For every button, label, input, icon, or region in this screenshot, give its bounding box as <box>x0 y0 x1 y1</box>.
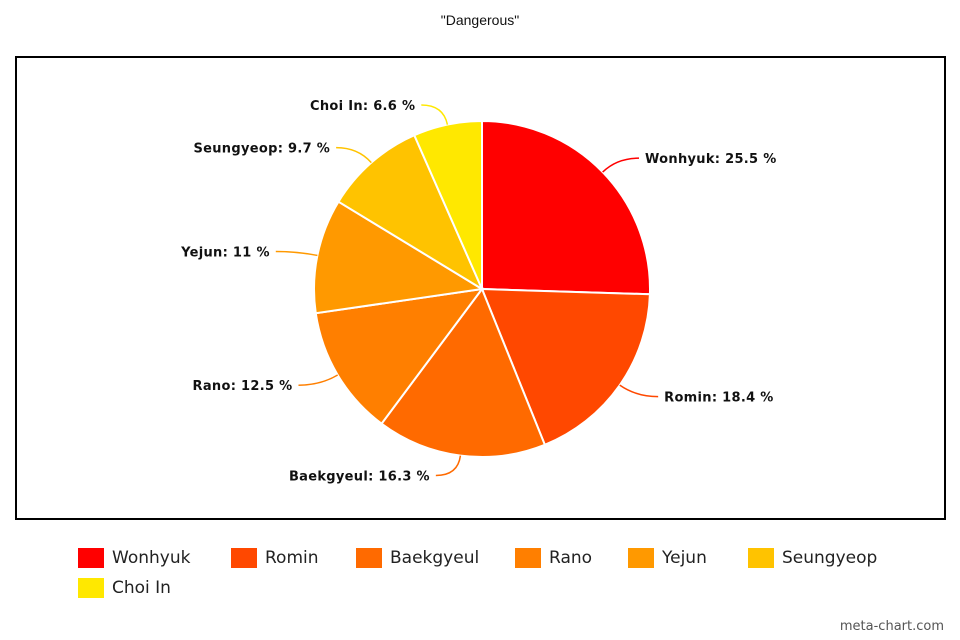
slice-label-yejun: Yejun: 11 % <box>180 245 270 260</box>
pie-slice-rano <box>314 287 485 426</box>
legend-label: Yejun <box>662 548 707 568</box>
leader-line-wonhyuk <box>602 157 640 173</box>
legend-label: Wonhyuk <box>112 548 191 568</box>
pie-chart: Wonhyuk: 25.5 % Romin: 18.4 % Baekgyeul: 1… <box>180 99 777 484</box>
legend-item-seungyeop: Seungyeop <box>748 546 877 570</box>
plot-area: Wonhyuk: 25.5 % Romin: 18.4 % Baekgyeul: 1… <box>15 56 946 520</box>
slice-label-choi-in: Choi In: 6.6 % <box>310 99 415 114</box>
legend-label: Romin <box>265 548 319 568</box>
slice-label-wonhyuk: Wonhyuk: 25.5 % <box>645 152 777 167</box>
slice-label-rano: Rano: 12.5 % <box>193 379 293 394</box>
legend-label: Choi In <box>112 578 171 598</box>
legend-label: Baekgyeul <box>390 548 480 568</box>
legend-swatch <box>231 548 257 568</box>
pie-slice-choi-in <box>412 119 483 290</box>
legend-label: Rano <box>549 548 593 568</box>
legend-swatch <box>748 548 774 568</box>
legend-swatch <box>356 548 382 568</box>
legend-item-yejun: Yejun <box>628 546 707 570</box>
legend-swatch <box>628 548 654 568</box>
legend-item-romin: Romin <box>231 546 319 570</box>
pie-slice-wonhyuk <box>481 119 651 296</box>
slice-label-romin: Romin: 18.4 % <box>664 391 773 406</box>
chart-title: "Dangerous" <box>440 12 520 28</box>
legend-item-baekgyeul: Baekgyeul <box>356 546 479 570</box>
legend-swatch <box>515 548 541 568</box>
legend-item-rano: Rano <box>515 546 592 570</box>
legend-item-wonhyuk: Wonhyuk <box>78 546 190 570</box>
legend-item-choi-in: Choi In <box>78 576 171 600</box>
leader-line-seungyeop <box>336 146 372 164</box>
leader-line-rano <box>298 374 339 386</box>
leader-line-romin <box>619 384 659 398</box>
legend-swatch <box>78 578 104 598</box>
credit-text: meta-chart.com <box>839 619 944 634</box>
pie-slice-baekgyeul <box>380 286 547 458</box>
leader-line-yejun <box>275 250 318 257</box>
legend-label: Seungyeop <box>782 548 878 568</box>
leader-line-choi-in <box>421 104 449 125</box>
leader-line-baekgyeul <box>435 455 462 477</box>
legend-swatch <box>78 548 104 568</box>
slice-label-baekgyeul: Baekgyeul: 16.3 % <box>289 469 430 484</box>
slice-label-seungyeop: Seungyeop: 9.7 % <box>193 142 330 157</box>
pie-slice-yejun <box>313 200 485 315</box>
